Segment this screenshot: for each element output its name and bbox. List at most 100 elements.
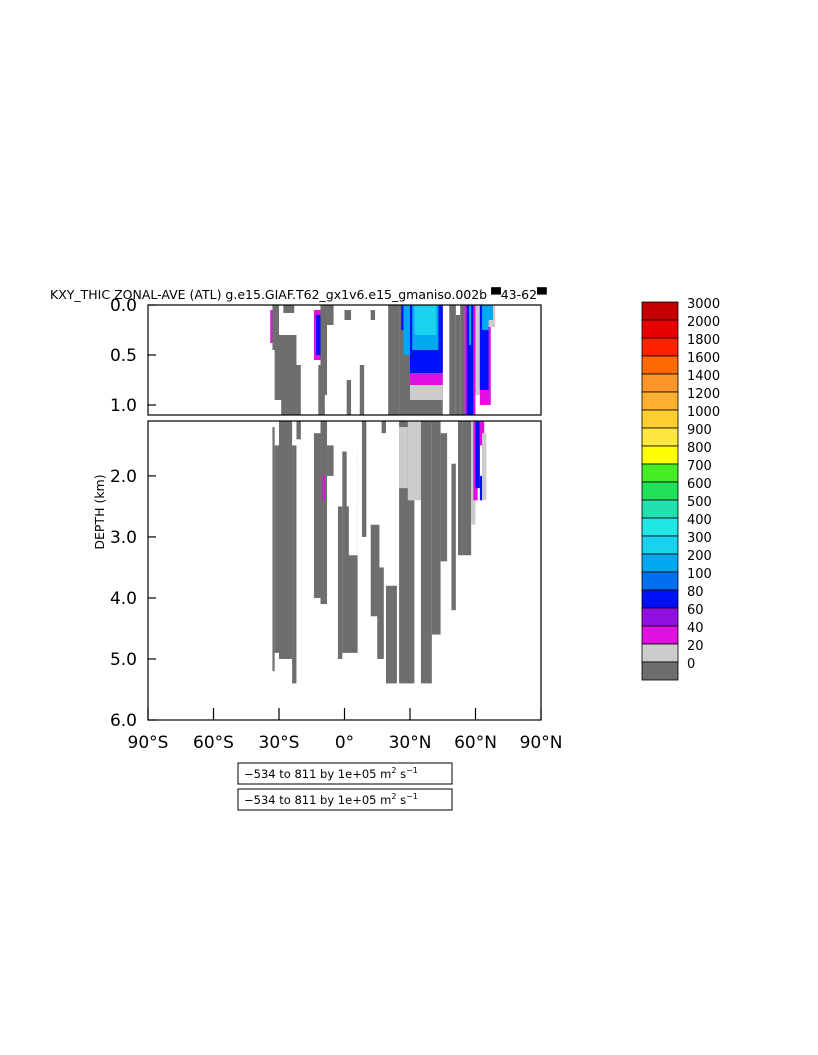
contour-region [318, 365, 325, 415]
y-tick-label: 1.0 [110, 396, 137, 416]
colorbar-label: 1600 [687, 351, 720, 366]
colorbar-label: 500 [687, 495, 712, 510]
axes: 90°S 60°S 30°S 0° 30°N 60°N 90°N 0.0 0.5 1.0 2.0 3.… [110, 296, 562, 753]
contour-region [449, 305, 456, 415]
x-tick-label: 90°N [520, 733, 563, 753]
contour-region [370, 524, 380, 617]
info-box-text: −534 to 811 by 1e+05 m2 s−1 [244, 792, 418, 807]
x-tick-label: 30°N [389, 733, 432, 753]
contour-region [313, 433, 321, 598]
colorbar-label: 100 [687, 567, 712, 582]
colorbar-swatch [641, 337, 679, 357]
contour-region [403, 305, 410, 355]
contour-region [431, 421, 441, 635]
contour-region [451, 463, 456, 611]
colorbar-swatch [641, 517, 679, 537]
y-tick-label: 0.5 [110, 346, 137, 366]
y-axis-label: DEPTH (km) [92, 474, 107, 549]
lower-panel [272, 421, 487, 684]
colorbar-swatch [641, 607, 679, 627]
colorbar-label: 700 [687, 459, 712, 474]
colorbar-label: 0 [687, 657, 695, 672]
y-tick-label: 2.0 [110, 467, 137, 487]
colorbar-swatch [641, 481, 679, 501]
contour-region [455, 315, 461, 415]
colorbar-swatch [641, 373, 679, 393]
colorbar-label: 60 [687, 603, 704, 618]
contour-region [296, 421, 301, 440]
y-tick-label: 0.0 [110, 296, 137, 316]
contour-region [279, 421, 293, 659]
contour-region [482, 305, 489, 330]
contour-region [327, 445, 334, 476]
contour-region [479, 475, 483, 501]
upper-panel-frame [147, 304, 542, 416]
colorbar-label: 800 [687, 441, 712, 456]
contour-region [458, 421, 463, 556]
contour-region [281, 365, 301, 415]
colorbar-swatch [641, 625, 679, 645]
contour-region [468, 305, 472, 345]
colorbar-label: 3000 [687, 297, 720, 312]
colorbar-swatch [641, 301, 679, 321]
contour-region [344, 310, 352, 320]
colorbar-label: 2000 [687, 315, 720, 330]
y-tick-label: 3.0 [110, 528, 137, 548]
contour-region [479, 305, 489, 390]
contour-region [337, 506, 343, 659]
contour-region [320, 421, 328, 605]
contour-region [407, 421, 421, 501]
contour-region [320, 305, 328, 395]
y-tick-label: 6.0 [110, 711, 137, 731]
colorbar-label: 400 [687, 513, 712, 528]
contour-region [466, 305, 474, 415]
colorbar-label: 900 [687, 423, 712, 438]
colorbar-swatch [641, 643, 679, 663]
contour-region [322, 475, 325, 501]
contour-region [460, 305, 465, 415]
info-boxes: −534 to 811 by 1e+05 m2 s−1 −534 to 811 b… [237, 762, 453, 811]
colorbar-swatch [641, 499, 679, 519]
colorbar-swatch [641, 409, 679, 429]
contour-region [462, 421, 472, 556]
contour-region [475, 305, 480, 395]
contour-region [346, 380, 352, 415]
colorbar-label: 80 [687, 585, 704, 600]
colorbar-label: 1200 [687, 387, 720, 402]
contour-region [482, 433, 487, 501]
x-tick-label: 0° [335, 733, 354, 753]
colorbar-swatch [641, 427, 679, 447]
contour-region [327, 305, 334, 325]
info-box [237, 788, 453, 811]
colorbar-label: 200 [687, 549, 712, 564]
colorbar-label: 20 [687, 639, 704, 654]
contour-region [440, 433, 448, 562]
contour-region [414, 305, 437, 335]
contour-region [388, 305, 400, 415]
colorbar-label: 300 [687, 531, 712, 546]
colorbar-label: 1400 [687, 369, 720, 384]
colorbar-swatch [641, 391, 679, 411]
contour-region [399, 427, 408, 489]
colorbar: 3000200018001600140012001000900800700600… [641, 297, 720, 681]
contour-region [381, 421, 386, 434]
colorbar-label: 600 [687, 477, 712, 492]
contour-region [272, 427, 275, 672]
colorbar-swatch [641, 571, 679, 591]
contour-region [377, 567, 384, 659]
colorbar-label: 40 [687, 621, 704, 636]
colorbar-swatch [641, 661, 679, 681]
contour-region [475, 421, 480, 489]
colorbar-swatch [641, 535, 679, 555]
colorbar-swatch [641, 553, 679, 573]
contour-region [370, 310, 376, 320]
contour-region [292, 445, 297, 684]
colorbar-swatch [641, 319, 679, 339]
y-tick-label: 5.0 [110, 650, 137, 670]
contour-region [359, 365, 365, 415]
colorbar-label: 1800 [687, 333, 720, 348]
x-tick-label: 60°S [193, 733, 234, 753]
x-tick-label: 60°N [454, 733, 497, 753]
colorbar-swatch [641, 463, 679, 483]
